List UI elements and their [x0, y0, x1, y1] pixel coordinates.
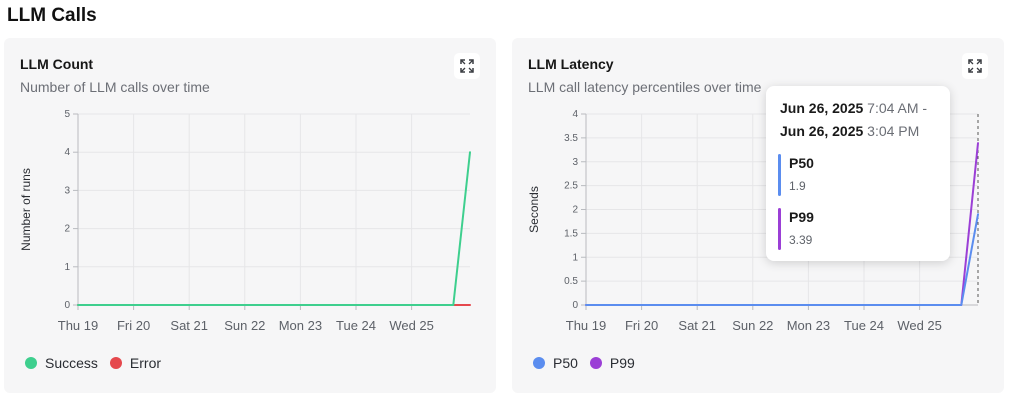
tooltip-series-swatch: [778, 208, 781, 250]
legend-swatch: [589, 357, 602, 369]
legend-label: Success: [45, 355, 98, 371]
legend-swatch: [109, 357, 122, 369]
tooltip-date: Jun 26, 2025: [780, 100, 864, 116]
y-axis-label: Seconds: [527, 186, 541, 233]
card-title: LLM Latency: [528, 56, 614, 72]
x-tick-label: Thu 19: [566, 318, 606, 333]
legend-item-success[interactable]: Success: [25, 355, 98, 371]
y-tick-label: 0.5: [564, 276, 578, 287]
llm-count-card: LLM Count Number of LLM calls over time …: [4, 38, 496, 393]
y-tick-label: 2.5: [564, 181, 578, 192]
x-tick-label: Sun 22: [224, 318, 265, 333]
x-tick-label: Wed 25: [389, 318, 434, 333]
expand-icon: [968, 59, 982, 73]
x-tick-label: Sat 21: [678, 318, 716, 333]
tooltip-series-name: P99: [789, 209, 814, 225]
expand-icon: [460, 59, 474, 73]
x-tick-label: Thu 19: [58, 318, 98, 333]
legend-swatch: [533, 357, 545, 369]
x-tick-label: Tue 24: [844, 318, 884, 333]
llm-count-chart: 0 1 2 3 4 5 Thu 19 Fri 20 Sat 21 Sun 22 Mon 23 Tue …: [19, 109, 471, 333]
y-tick-label: 4: [572, 109, 578, 120]
tooltip-series-value: 3.39: [789, 233, 813, 247]
tooltip-date: Jun 26, 2025: [780, 123, 864, 139]
tooltip-time: 3:04 PM: [867, 123, 920, 139]
legend-label: P50: [553, 355, 578, 371]
x-tick-label: Sat 21: [170, 318, 208, 333]
y-tick-label: 5: [64, 109, 70, 120]
series-line-p50: [585, 213, 979, 306]
y-tick-label: 2: [572, 205, 578, 216]
expand-button[interactable]: [962, 53, 988, 79]
tooltip-series-value: 1.9: [789, 179, 806, 193]
legend-label: P99: [609, 355, 635, 371]
legend-item-error[interactable]: Error: [109, 355, 162, 371]
y-tick-label: 1: [572, 252, 578, 263]
x-tick-label: Mon 23: [787, 318, 830, 333]
y-tick-label: 3.5: [564, 133, 578, 144]
tooltip-time: 7:04 AM -: [867, 100, 928, 116]
y-tick-label: 4: [64, 147, 70, 158]
legend-swatch: [25, 357, 37, 369]
chart-plot-area: 0 1 2 3 4 5 Thu 19 Fri 20 Sat 21 Sun 22 Mon 23 Tue …: [19, 109, 471, 333]
legend-item-p99[interactable]: P99: [589, 355, 635, 371]
expand-button[interactable]: [454, 53, 480, 79]
x-tick-label: Fri 20: [625, 318, 658, 333]
x-tick-label: Fri 20: [117, 318, 150, 333]
y-tick-label: 2: [64, 224, 70, 235]
chart-legend: Success Error: [25, 355, 173, 371]
y-tick-label: 1.5: [564, 228, 578, 239]
x-tick-label: Mon 23: [279, 318, 322, 333]
y-axis-label: Number of runs: [19, 168, 33, 251]
x-tick-label: Tue 24: [336, 318, 376, 333]
legend-label: Error: [129, 355, 162, 371]
y-tick-label: 0: [64, 300, 70, 311]
chart-legend: P50 P99: [533, 355, 647, 371]
x-tick-label: Sun 22: [732, 318, 773, 333]
legend-item-p50[interactable]: P50: [533, 355, 578, 371]
tooltip-series-name: P50: [789, 155, 814, 171]
card-subtitle: Number of LLM calls over time: [20, 79, 210, 95]
y-tick-label: 0: [572, 300, 578, 311]
y-tick-label: 1: [64, 262, 70, 273]
tooltip-range-start: Jun 26, 2025 7:04 AM -: [780, 100, 927, 116]
card-subtitle: LLM call latency percentiles over time: [528, 79, 762, 95]
x-tick-label: Wed 25: [897, 318, 942, 333]
card-title: LLM Count: [20, 56, 94, 72]
tooltip-range-end: Jun 26, 2025 3:04 PM: [780, 123, 919, 139]
y-tick-label: 3: [572, 157, 578, 168]
chart-tooltip: Jun 26, 2025 7:04 AM - Jun 26, 2025 3:04…: [766, 86, 950, 261]
y-tick-label: 3: [64, 185, 70, 196]
tooltip-series-swatch: [778, 154, 781, 196]
series-line-success: [77, 151, 471, 306]
section-title: LLM Calls: [7, 5, 97, 26]
